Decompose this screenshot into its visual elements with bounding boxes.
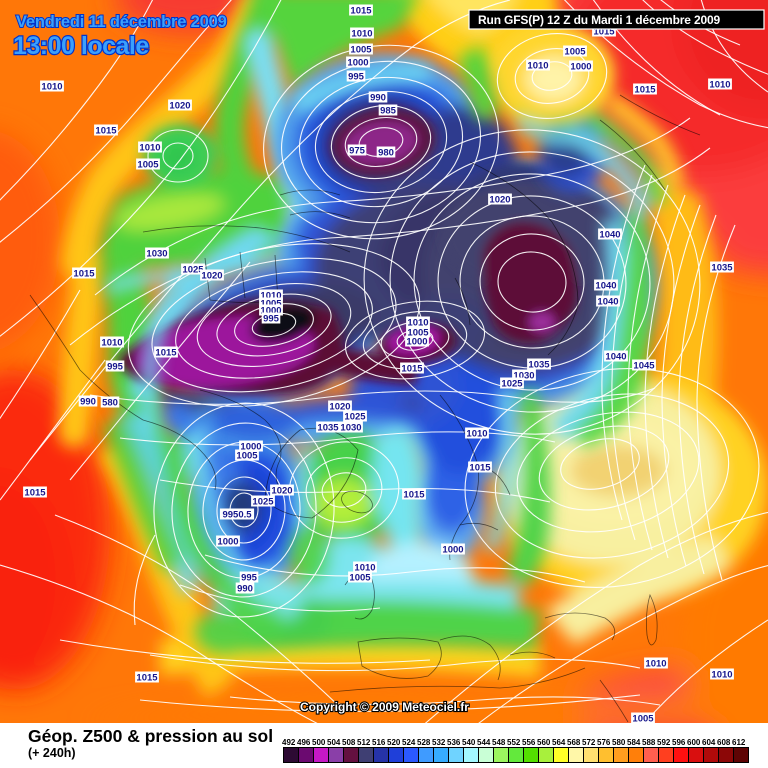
svg-text:1005: 1005 bbox=[407, 328, 429, 339]
svg-text:1015: 1015 bbox=[634, 85, 656, 96]
svg-text:1015: 1015 bbox=[73, 269, 95, 280]
svg-text:1010: 1010 bbox=[260, 291, 281, 302]
svg-text:1000: 1000 bbox=[406, 337, 427, 348]
svg-text:1010: 1010 bbox=[709, 80, 730, 91]
svg-text:1005: 1005 bbox=[260, 299, 282, 310]
svg-text:9950.5: 9950.5 bbox=[222, 510, 252, 521]
svg-text:985: 985 bbox=[380, 106, 397, 117]
svg-text:1000: 1000 bbox=[442, 545, 463, 556]
svg-text:1035: 1035 bbox=[317, 423, 339, 434]
svg-text:1015: 1015 bbox=[401, 364, 423, 375]
svg-text:1010: 1010 bbox=[351, 29, 372, 40]
svg-text:1005: 1005 bbox=[350, 45, 372, 56]
svg-text:1005: 1005 bbox=[632, 714, 654, 724]
svg-text:1010: 1010 bbox=[41, 82, 62, 93]
svg-text:1030: 1030 bbox=[513, 371, 534, 382]
svg-text:1010: 1010 bbox=[407, 318, 428, 329]
svg-text:1040: 1040 bbox=[599, 230, 620, 241]
svg-text:1005: 1005 bbox=[137, 160, 159, 171]
svg-text:1020: 1020 bbox=[489, 195, 510, 206]
svg-text:Vendredi 11 décembre 2009: Vendredi 11 décembre 2009 bbox=[16, 13, 227, 31]
svg-text:1030: 1030 bbox=[340, 423, 361, 434]
svg-text:995: 995 bbox=[241, 573, 258, 584]
svg-text:1010: 1010 bbox=[354, 563, 375, 574]
svg-text:1025: 1025 bbox=[182, 265, 204, 276]
svg-text:990: 990 bbox=[80, 397, 96, 408]
svg-text:1005: 1005 bbox=[236, 451, 258, 462]
svg-text:1000: 1000 bbox=[240, 442, 261, 453]
svg-text:995: 995 bbox=[107, 362, 124, 373]
svg-text:995: 995 bbox=[263, 314, 280, 325]
svg-text:1030: 1030 bbox=[146, 249, 167, 260]
svg-text:1010: 1010 bbox=[711, 670, 732, 681]
svg-text:1015: 1015 bbox=[350, 6, 372, 17]
svg-text:1000: 1000 bbox=[217, 537, 238, 548]
svg-text:1035: 1035 bbox=[711, 263, 733, 274]
svg-text:1035: 1035 bbox=[528, 360, 550, 371]
svg-text:1015: 1015 bbox=[136, 673, 158, 684]
svg-text:Run GFS(P) 12 Z du Mardi 1 déc: Run GFS(P) 12 Z du Mardi 1 décembre 2009 bbox=[478, 13, 721, 27]
svg-text:1045: 1045 bbox=[633, 361, 655, 372]
svg-text:990: 990 bbox=[237, 584, 253, 595]
svg-text:1015: 1015 bbox=[403, 490, 425, 501]
svg-text:1040: 1040 bbox=[605, 352, 626, 363]
svg-text:Copyright © 2009 Meteociel.fr: Copyright © 2009 Meteociel.fr bbox=[300, 700, 469, 714]
svg-text:990: 990 bbox=[370, 93, 386, 104]
svg-text:1025: 1025 bbox=[501, 379, 523, 390]
svg-text:1040: 1040 bbox=[595, 281, 616, 292]
svg-text:1020: 1020 bbox=[169, 101, 190, 112]
svg-text:1010: 1010 bbox=[101, 338, 122, 349]
svg-text:1000: 1000 bbox=[260, 306, 281, 317]
svg-text:1015: 1015 bbox=[469, 463, 491, 474]
svg-text:1020: 1020 bbox=[201, 271, 222, 282]
svg-text:1020: 1020 bbox=[271, 486, 292, 497]
svg-text:1000: 1000 bbox=[570, 62, 591, 73]
svg-text:1015: 1015 bbox=[24, 488, 46, 499]
svg-text:1000: 1000 bbox=[347, 58, 368, 69]
svg-text:1015: 1015 bbox=[593, 27, 615, 38]
svg-text:1005: 1005 bbox=[564, 47, 586, 58]
svg-text:1010: 1010 bbox=[645, 659, 666, 670]
svg-text:1015: 1015 bbox=[95, 126, 117, 137]
svg-text:1010: 1010 bbox=[139, 143, 160, 154]
svg-text:1040: 1040 bbox=[597, 297, 618, 308]
svg-text:1025: 1025 bbox=[344, 412, 366, 423]
svg-text:580: 580 bbox=[102, 398, 118, 409]
svg-text:1010: 1010 bbox=[466, 429, 487, 440]
svg-text:1025: 1025 bbox=[252, 497, 274, 508]
svg-text:980: 980 bbox=[378, 148, 394, 159]
svg-text:1005: 1005 bbox=[349, 573, 371, 584]
svg-text:995: 995 bbox=[348, 72, 365, 83]
svg-text:1020: 1020 bbox=[329, 402, 350, 413]
svg-text:1010: 1010 bbox=[527, 61, 548, 72]
svg-text:13:00 locale: 13:00 locale bbox=[13, 32, 149, 60]
svg-text:1015: 1015 bbox=[155, 348, 177, 359]
svg-text:975: 975 bbox=[349, 146, 366, 157]
